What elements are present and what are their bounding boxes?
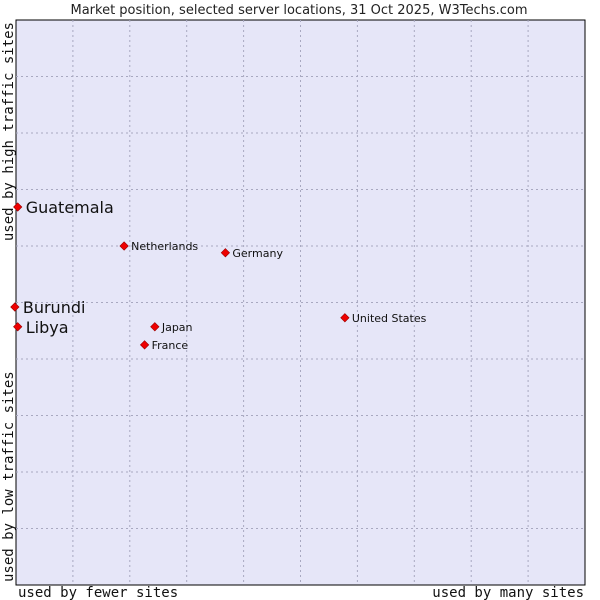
point-marker-libya xyxy=(13,322,23,332)
grid-lines xyxy=(16,20,585,585)
point-marker-germany xyxy=(220,248,231,258)
x-axis-label-left: used by fewer sites xyxy=(18,585,178,600)
point-label-germany: Germany xyxy=(232,247,283,260)
point-marker-united-states xyxy=(340,313,350,323)
chart-title: Market position, selected server locatio… xyxy=(70,3,527,18)
point-marker-france xyxy=(139,340,150,350)
point-marker-japan xyxy=(150,322,160,332)
point-label-france: France xyxy=(152,339,189,352)
point-marker-burundi xyxy=(10,302,20,312)
y-axis-label-top: used by high traffic sites xyxy=(1,22,17,241)
point-label-united-states: United States xyxy=(352,312,427,325)
point-label-burundi: Burundi xyxy=(23,298,86,317)
point-label-japan: Japan xyxy=(161,321,193,334)
point-label-netherlands: Netherlands xyxy=(131,240,198,253)
y-axis-label-bottom: used by low traffic sites xyxy=(1,371,17,582)
point-marker-netherlands xyxy=(119,241,129,251)
point-marker-guatemala xyxy=(13,202,23,212)
point-label-libya: Libya xyxy=(26,318,69,337)
point-label-guatemala: Guatemala xyxy=(26,198,114,217)
x-axis-label-right: used by many sites xyxy=(432,585,584,600)
